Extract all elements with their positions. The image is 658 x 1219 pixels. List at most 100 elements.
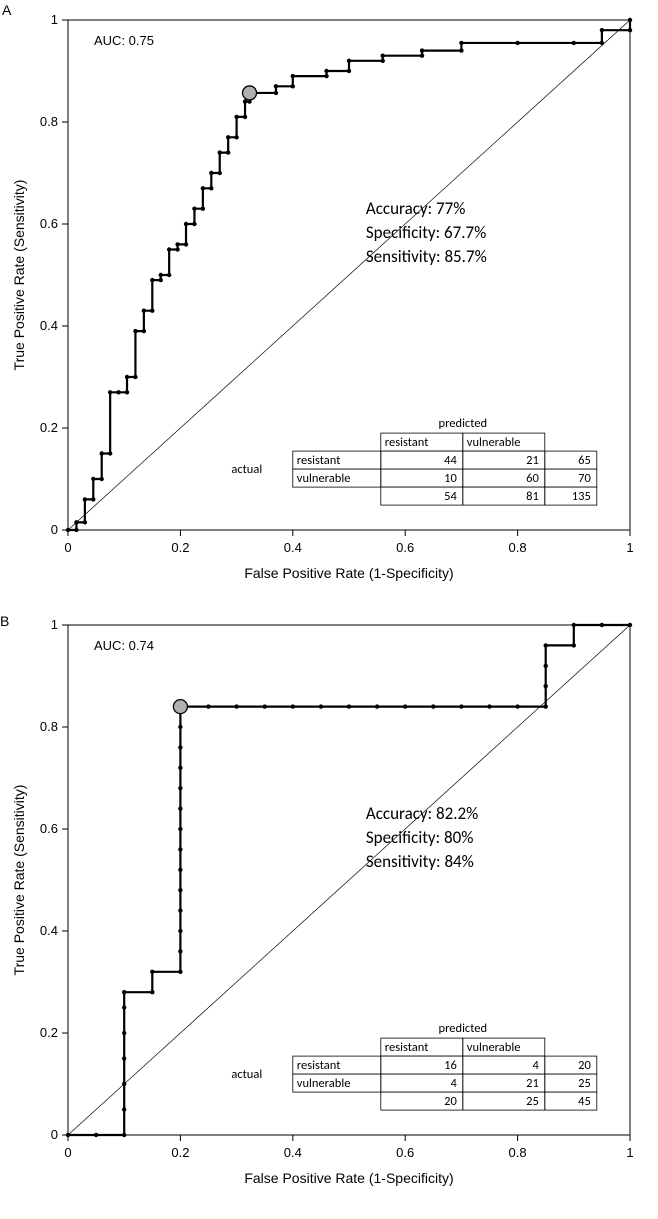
panel-a: A 00.20.40.60.8100.20.40.60.81False Posi…: [0, 0, 658, 605]
predicted-header: predicted: [439, 416, 488, 431]
x-axis-label: False Positive Rate (1-Specificity): [244, 565, 453, 581]
y-axis-label: True Positive Rate (Sensitivity): [11, 785, 27, 976]
roc-point: [83, 497, 87, 501]
roc-point: [150, 990, 154, 994]
roc-point: [178, 725, 182, 729]
roc-point: [226, 150, 230, 154]
roc-point: [91, 477, 95, 481]
cell-value: 44: [444, 453, 457, 468]
y-tick-label: 0.8: [40, 114, 58, 129]
roc-point: [150, 970, 154, 974]
roc-point: [178, 786, 182, 790]
roc-point: [600, 28, 604, 32]
roc-point: [122, 990, 126, 994]
x-tick-label: 1: [626, 1145, 633, 1160]
roc-point: [226, 135, 230, 139]
roc-point: [234, 115, 238, 119]
roc-point: [319, 704, 323, 708]
cell-value: 4: [450, 1076, 457, 1091]
roc-point: [347, 704, 351, 708]
roc-point: [122, 1082, 126, 1086]
threshold-marker: [173, 700, 187, 714]
y-tick-label: 1: [51, 617, 58, 632]
roc-point: [572, 41, 576, 45]
auc-label: AUC: 0.75: [94, 33, 154, 48]
panel-a-label: A: [2, 2, 11, 18]
row-label: vulnerable: [297, 1076, 351, 1091]
roc-point: [263, 704, 267, 708]
x-tick-label: 0.2: [171, 1145, 189, 1160]
col-header-vulnerable: vulnerable: [467, 1040, 521, 1055]
panel-b: B 00.20.40.60.8100.20.40.60.81False Posi…: [0, 605, 658, 1219]
col-total: 25: [526, 1094, 539, 1109]
roc-point: [175, 247, 179, 251]
roc-point: [209, 186, 213, 190]
roc-point: [178, 806, 182, 810]
x-tick-label: 0.6: [396, 1145, 414, 1160]
col-header-vulnerable: vulnerable: [467, 435, 521, 450]
y-tick-label: 0.4: [40, 923, 58, 938]
x-tick-label: 0: [64, 1145, 71, 1160]
roc-point: [150, 278, 154, 282]
cell-value: 21: [526, 1076, 539, 1091]
cell-value: 4: [532, 1058, 539, 1073]
roc-point: [403, 704, 407, 708]
roc-point: [178, 929, 182, 933]
roc-point: [206, 704, 210, 708]
roc-point: [544, 684, 548, 688]
x-tick-label: 0.2: [171, 540, 189, 555]
roc-point: [74, 528, 78, 532]
roc-point: [122, 1031, 126, 1035]
roc-point: [142, 329, 146, 333]
y-tick-label: 1: [51, 12, 58, 27]
roc-point: [125, 390, 129, 394]
roc-point: [209, 171, 213, 175]
roc-point: [324, 74, 328, 78]
row-label: vulnerable: [297, 471, 351, 486]
roc-point: [122, 1133, 126, 1137]
roc-point: [133, 329, 137, 333]
x-tick-label: 0.8: [509, 540, 527, 555]
row-total: 70: [578, 471, 591, 486]
cell-value: 10: [444, 471, 457, 486]
grand-total: 135: [572, 489, 591, 504]
roc-point: [108, 390, 112, 394]
col-total: 20: [444, 1094, 457, 1109]
roc-point: [515, 41, 519, 45]
x-tick-label: 0.4: [284, 1145, 302, 1160]
roc-point: [178, 949, 182, 953]
roc-point: [178, 827, 182, 831]
roc-point: [291, 74, 295, 78]
roc-point: [515, 704, 519, 708]
roc-point: [572, 623, 576, 627]
roc-point: [122, 1005, 126, 1009]
roc-point: [159, 278, 163, 282]
x-tick-label: 0.8: [509, 1145, 527, 1160]
roc-point: [74, 520, 78, 524]
x-tick-label: 0.6: [396, 540, 414, 555]
metric-text: Specificity: 67.7%: [366, 222, 486, 243]
roc-point: [175, 242, 179, 246]
roc-point: [100, 451, 104, 455]
predicted-header: predicted: [439, 1021, 488, 1036]
roc-point: [159, 273, 163, 277]
row-label: resistant: [297, 1058, 341, 1073]
roc-point: [544, 704, 548, 708]
cell-value: 16: [444, 1058, 457, 1073]
roc-point: [178, 888, 182, 892]
col-header-resistant: resistant: [385, 435, 429, 450]
x-axis-label: False Positive Rate (1-Specificity): [244, 1170, 453, 1186]
y-tick-label: 0.6: [40, 821, 58, 836]
roc-point: [291, 84, 295, 88]
roc-point: [234, 135, 238, 139]
roc-point: [420, 48, 424, 52]
roc-point: [459, 704, 463, 708]
y-tick-label: 0.6: [40, 216, 58, 231]
roc-point: [628, 18, 632, 22]
roc-point: [628, 623, 632, 627]
roc-point: [243, 99, 247, 103]
roc-point: [142, 309, 146, 313]
metric-text: Accuracy: 82.2%: [366, 803, 478, 824]
col-total: 54: [444, 489, 457, 504]
row-total: 65: [578, 453, 591, 468]
